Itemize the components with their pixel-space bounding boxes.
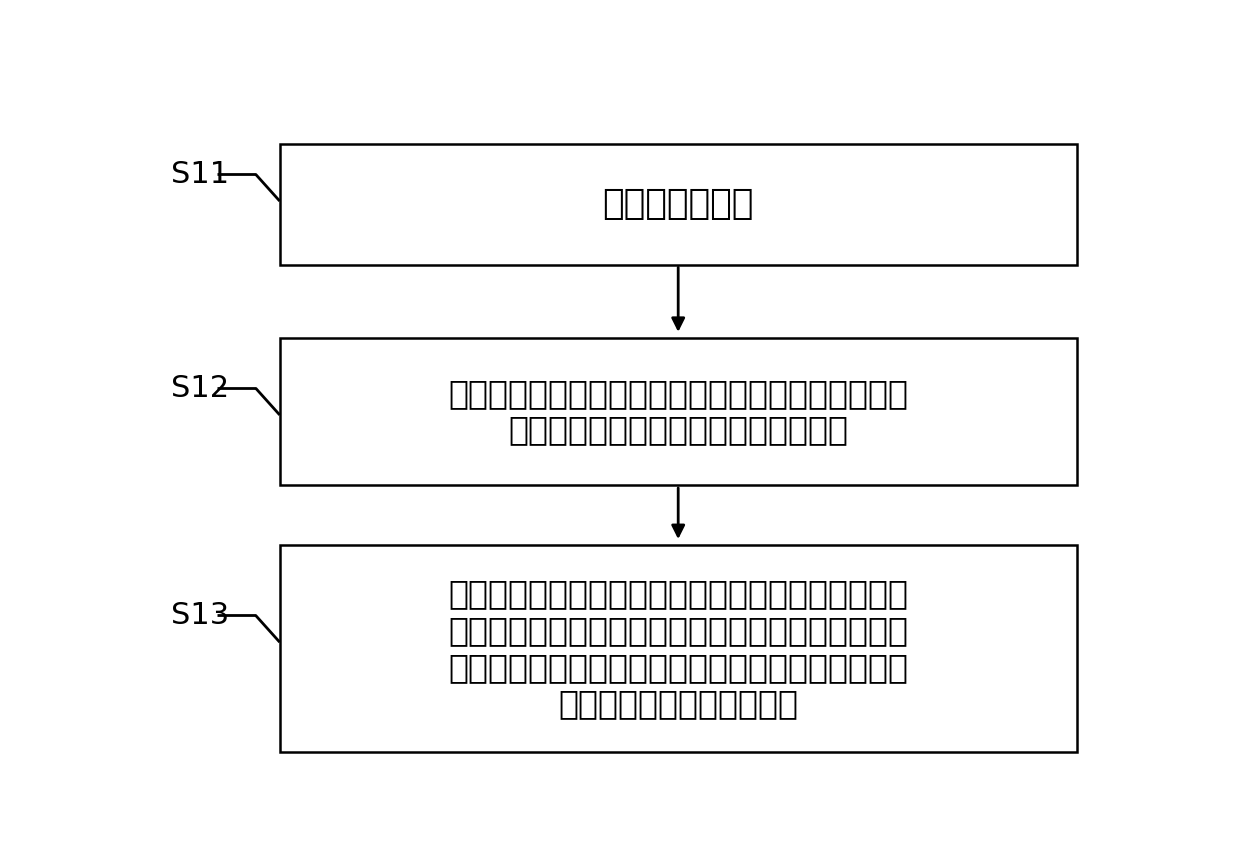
Text: 所述离合器半结合点自学习: 所述离合器半结合点自学习 (559, 687, 798, 720)
Text: 相邻的转速峰值之间的时间差小于预设时长时，触发: 相邻的转速峰值之间的时间差小于预设时长时，触发 (449, 651, 908, 684)
FancyBboxPatch shape (280, 545, 1077, 753)
FancyBboxPatch shape (280, 339, 1077, 485)
Text: 速谷值的差值超出预设转速值，并且所述转速峰值与: 速谷值的差值超出预设转速值，并且所述转速峰值与 (449, 614, 908, 647)
FancyBboxPatch shape (280, 144, 1077, 265)
Text: S11: S11 (171, 160, 229, 189)
Text: 检测变速箱输入轴在不同时间的转速值: 检测变速箱输入轴在不同时间的转速值 (508, 413, 849, 446)
Text: S13: S13 (171, 601, 229, 630)
Text: 检测离合器状态: 检测离合器状态 (602, 187, 753, 221)
Text: 当所述离合器状态从脱空状态转向闭合状态时，开始: 当所述离合器状态从脱空状态转向闭合状态时，开始 (449, 377, 908, 410)
Text: 当所述变速箱输入轴的任意一个转速峰值与相邻的转: 当所述变速箱输入轴的任意一个转速峰值与相邻的转 (449, 577, 908, 610)
Text: S12: S12 (171, 374, 229, 403)
